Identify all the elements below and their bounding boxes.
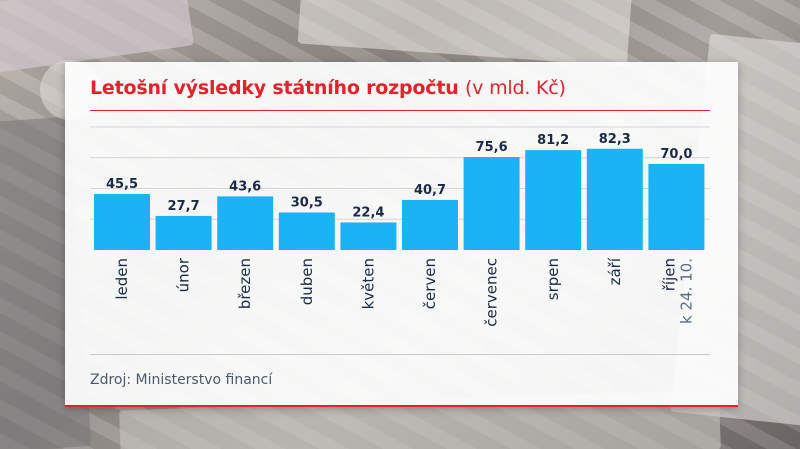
data-label-7: 81,2 <box>537 133 569 148</box>
bar-0 <box>94 194 150 250</box>
data-label-5: 40,7 <box>414 183 446 198</box>
bar-chart: 45,5 leden 27,7 únor 43,6 březen 30,5 duben 22,4… <box>90 126 710 327</box>
category-label-5: červen <box>421 258 439 309</box>
bottom-accent-bar <box>65 405 738 407</box>
data-label-2: 43,6 <box>229 179 261 194</box>
source-note: Zdroj: Ministerstvo financí <box>90 372 273 388</box>
bar-4 <box>340 222 397 250</box>
title-divider <box>90 110 710 111</box>
data-label-6: 75,6 <box>476 140 508 155</box>
title-main: Letošní výsledky státního rozpočtu <box>90 77 459 99</box>
title-unit: (v mld. Kč) <box>464 77 566 99</box>
category-label-4: květen <box>359 258 377 309</box>
data-label-4: 22,4 <box>352 205 384 220</box>
chart-panel: Letošní výsledky státního rozpočtu (v ml… <box>65 62 738 407</box>
data-label-0: 45,5 <box>106 177 138 192</box>
data-label-8: 82,3 <box>599 132 631 147</box>
bar-5 <box>402 199 458 250</box>
bar-1 <box>155 215 212 250</box>
category-label-3: duben <box>298 258 316 305</box>
category-label-0: leden <box>113 258 131 300</box>
data-label-9: 70,0 <box>660 147 692 162</box>
bar-2 <box>217 196 274 250</box>
category-note-9: k 24. 10. <box>677 258 695 324</box>
category-label-9: říjen <box>660 258 678 291</box>
bar-9 <box>648 163 705 250</box>
category-label-6: červenec <box>483 258 501 327</box>
bar-7 <box>525 150 582 250</box>
category-label-7: srpen <box>544 258 562 300</box>
category-label-2: březen <box>236 258 254 309</box>
bar-3 <box>278 212 335 250</box>
category-label-8: září <box>606 257 624 285</box>
bar-8 <box>586 148 643 250</box>
banknote-shape <box>297 0 633 67</box>
data-label-3: 30,5 <box>291 195 323 210</box>
footer-divider <box>90 354 710 355</box>
chart-title: Letošní výsledky státního rozpočtu (v ml… <box>90 77 566 99</box>
bar-6 <box>463 157 520 250</box>
category-label-1: únor <box>175 257 193 292</box>
data-label-1: 27,7 <box>168 199 200 214</box>
